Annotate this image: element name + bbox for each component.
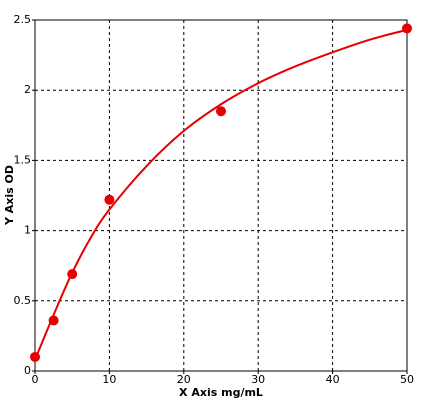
data-point (104, 194, 115, 205)
plot-frame (34, 19, 408, 372)
x-tick-label: 20 (177, 373, 191, 386)
x-tick-label: 50 (400, 373, 414, 386)
data-point (67, 269, 78, 280)
y-tick-label: 1 (24, 224, 31, 237)
x-tick-label: 40 (326, 373, 340, 386)
data-point (402, 23, 412, 34)
data-point (48, 315, 59, 326)
x-tick-label: 0 (32, 373, 39, 386)
data-point (216, 106, 226, 117)
x-tick-label: 30 (251, 373, 265, 386)
y-tick-label: 0.5 (14, 294, 32, 307)
data-point (30, 351, 40, 362)
y-tick-label: 1.5 (14, 153, 32, 166)
x-axis-title: X Axis mg/mL (179, 386, 263, 399)
y-axis-title: Y Axis OD (3, 165, 16, 226)
y-tick-label: 2.5 (14, 13, 32, 26)
y-tick-label: 0 (24, 364, 31, 377)
y-tick-label: 2 (24, 83, 31, 96)
x-tick-label: 10 (102, 373, 116, 386)
